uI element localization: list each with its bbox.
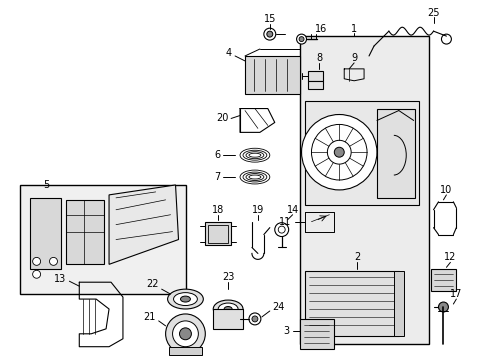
Text: 18: 18 bbox=[212, 205, 224, 215]
Ellipse shape bbox=[213, 300, 243, 318]
Circle shape bbox=[179, 328, 191, 340]
Bar bbox=[304, 271, 398, 336]
Text: 5: 5 bbox=[43, 180, 50, 190]
Bar bbox=[168, 347, 202, 355]
Circle shape bbox=[301, 114, 376, 190]
Circle shape bbox=[33, 257, 41, 265]
Ellipse shape bbox=[180, 296, 190, 302]
Circle shape bbox=[33, 270, 41, 278]
Circle shape bbox=[278, 226, 285, 233]
Bar bbox=[205, 222, 231, 246]
Bar bbox=[376, 109, 414, 198]
Text: 4: 4 bbox=[225, 48, 232, 58]
Bar bbox=[244, 56, 299, 94]
Bar bbox=[66, 200, 104, 264]
Polygon shape bbox=[109, 185, 178, 264]
Ellipse shape bbox=[224, 306, 232, 311]
Circle shape bbox=[311, 125, 366, 180]
Circle shape bbox=[326, 140, 350, 164]
Bar bbox=[393, 271, 403, 336]
Text: 2: 2 bbox=[353, 252, 360, 262]
Circle shape bbox=[334, 147, 344, 157]
Text: 6: 6 bbox=[214, 150, 220, 160]
Bar bbox=[213, 309, 243, 329]
Text: 7: 7 bbox=[214, 172, 220, 182]
Circle shape bbox=[299, 37, 304, 41]
Text: 23: 23 bbox=[222, 272, 234, 282]
Text: 16: 16 bbox=[314, 24, 326, 34]
Bar bbox=[299, 319, 334, 349]
Text: 11: 11 bbox=[279, 217, 291, 227]
Circle shape bbox=[165, 314, 205, 354]
Circle shape bbox=[49, 257, 57, 265]
Circle shape bbox=[274, 223, 288, 237]
Circle shape bbox=[172, 321, 198, 347]
Text: 24: 24 bbox=[271, 302, 284, 312]
Text: 8: 8 bbox=[316, 53, 322, 63]
Text: 25: 25 bbox=[427, 8, 439, 18]
Circle shape bbox=[248, 313, 260, 325]
Text: 21: 21 bbox=[143, 312, 155, 322]
Text: 9: 9 bbox=[350, 53, 356, 63]
Text: 19: 19 bbox=[251, 205, 264, 215]
Text: 12: 12 bbox=[443, 252, 456, 262]
Circle shape bbox=[296, 34, 306, 44]
Text: 22: 22 bbox=[146, 279, 158, 289]
Bar bbox=[208, 225, 228, 243]
Ellipse shape bbox=[167, 289, 203, 309]
Bar bbox=[307, 81, 323, 89]
Bar bbox=[299, 36, 427, 344]
Circle shape bbox=[251, 316, 257, 322]
Bar bbox=[307, 71, 323, 81]
Bar bbox=[30, 198, 61, 269]
Ellipse shape bbox=[218, 303, 238, 315]
Text: 14: 14 bbox=[286, 205, 298, 215]
Circle shape bbox=[266, 31, 272, 37]
Circle shape bbox=[441, 34, 450, 44]
Ellipse shape bbox=[173, 293, 197, 306]
Text: 20: 20 bbox=[215, 113, 228, 123]
Bar bbox=[304, 100, 418, 205]
Circle shape bbox=[438, 302, 447, 312]
Circle shape bbox=[264, 28, 275, 40]
Text: 13: 13 bbox=[54, 274, 66, 284]
Text: 17: 17 bbox=[449, 289, 462, 299]
Text: 15: 15 bbox=[263, 14, 275, 24]
Text: 3: 3 bbox=[283, 326, 289, 336]
Bar bbox=[20, 185, 186, 294]
Text: 1: 1 bbox=[350, 24, 356, 34]
Text: 10: 10 bbox=[439, 185, 451, 195]
Bar bbox=[429, 269, 455, 291]
